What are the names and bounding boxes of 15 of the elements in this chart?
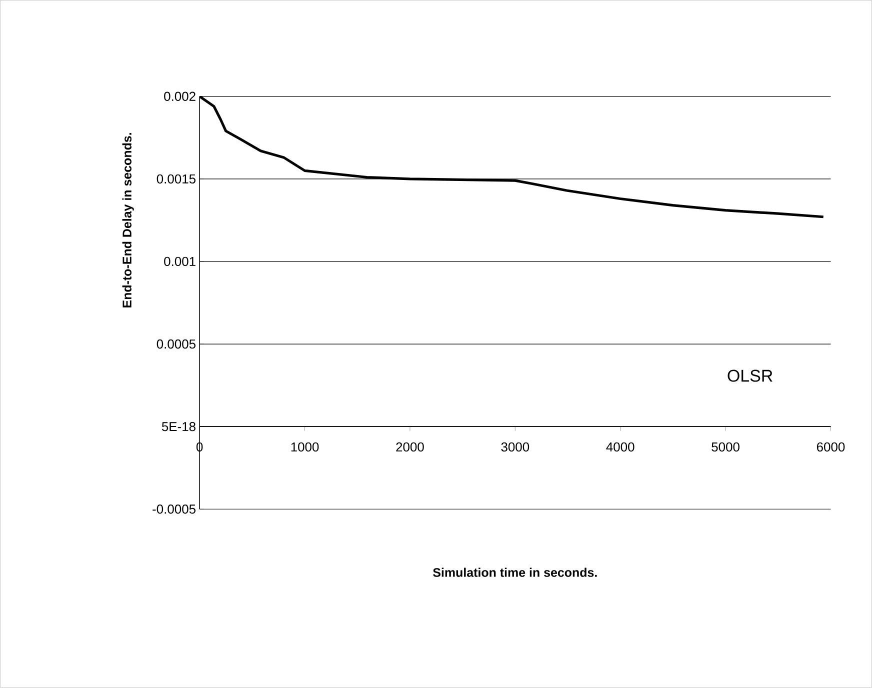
x-tick-label: 2000: [396, 442, 424, 452]
y-tick-label: 5E-18: [162, 422, 196, 432]
y-axis-title: End-to-End Delay in seconds.: [122, 133, 134, 308]
x-tick-label: 1000: [291, 442, 319, 452]
text: OLSR: [728, 370, 772, 382]
x-tick-label: 6000: [816, 442, 845, 452]
y-tick-label: 0.0005: [156, 340, 196, 349]
y-tick-label: 0.001: [164, 257, 196, 266]
x-tick-label: 4000: [606, 442, 634, 452]
y-tick-label: -0.0005: [152, 504, 196, 514]
x-tick-label: 3000: [501, 442, 530, 452]
y-tick-label: 0.0015: [156, 174, 196, 184]
y-tick-label: 0.002: [164, 92, 196, 102]
x-tick-label: 5000: [712, 442, 740, 452]
x-axis-title: Simulation time in seconds.: [433, 568, 597, 578]
